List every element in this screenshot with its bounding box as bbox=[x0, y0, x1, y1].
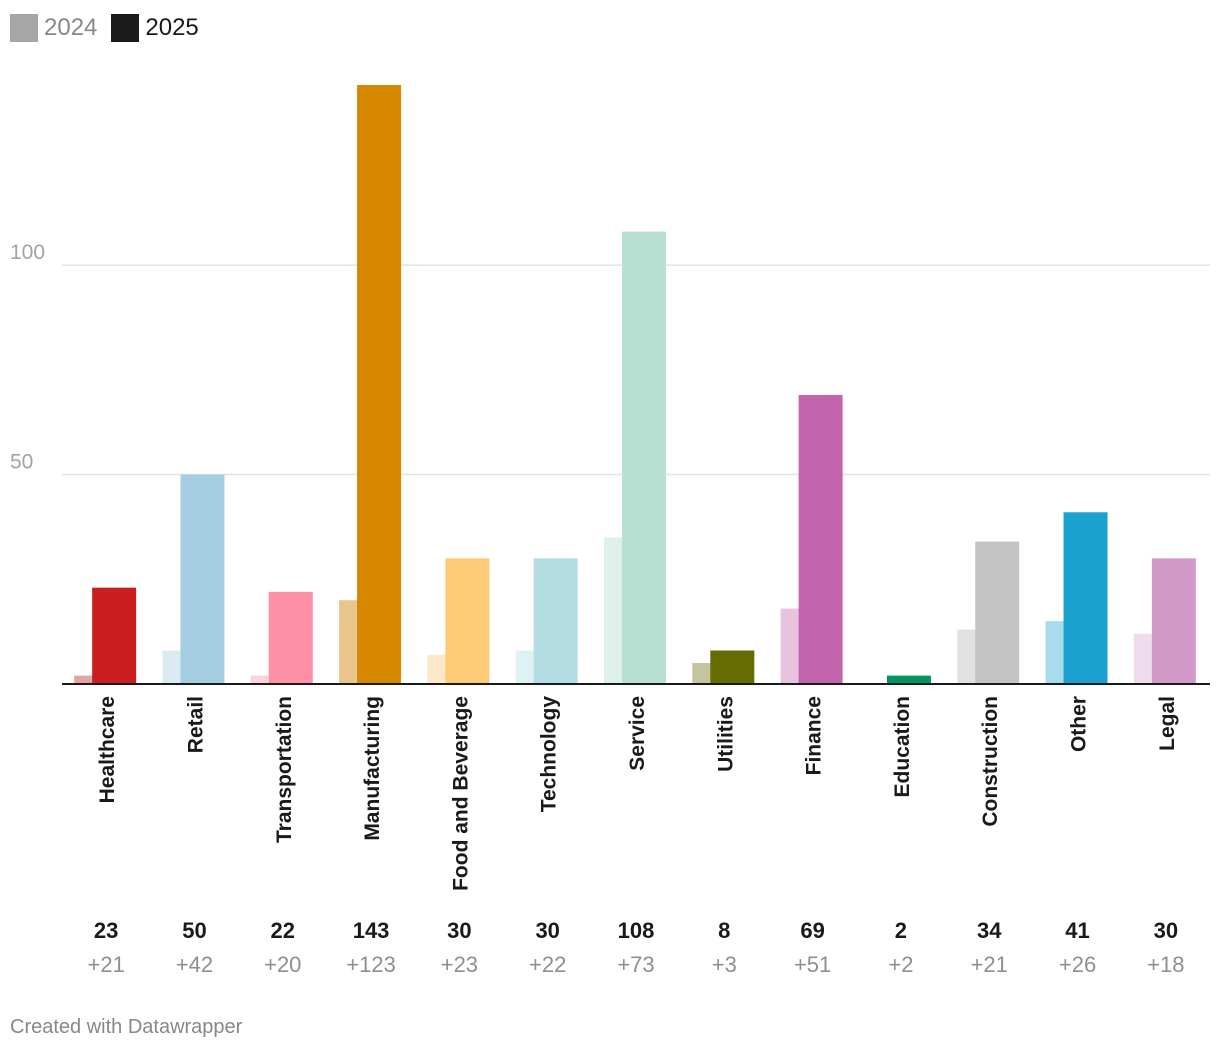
x-tick-label-retail: Retail bbox=[184, 696, 207, 753]
total-label-retail: 50 bbox=[182, 918, 206, 943]
legend-swatch-2024 bbox=[10, 14, 38, 42]
x-tick-label-utilities: Utilities bbox=[714, 696, 737, 772]
total-label-healthcare: 23 bbox=[94, 918, 118, 943]
legend-item-2024[interactable]: 2024 bbox=[10, 14, 97, 42]
bar-2025-legal bbox=[1151, 558, 1196, 684]
total-label-education: 2 bbox=[895, 918, 907, 943]
bar-2025-finance bbox=[798, 394, 843, 684]
x-tick-label-healthcare: Healthcare bbox=[96, 696, 119, 803]
change-label-legal: +18 bbox=[1147, 952, 1184, 977]
x-tick-label-legal: Legal bbox=[1156, 696, 1179, 751]
change-label-retail: +42 bbox=[176, 952, 213, 977]
legend-label-2025: 2025 bbox=[145, 14, 199, 41]
bar-2024-other bbox=[1045, 621, 1065, 684]
bar-2025-healthcare bbox=[92, 587, 137, 684]
x-tick-label-construction: Construction bbox=[979, 696, 1002, 827]
y-tick-label-100: 100 bbox=[10, 241, 45, 264]
x-tick-label-manufacturing: Manufacturing bbox=[361, 696, 384, 841]
footer-credit[interactable]: Created with Datawrapper bbox=[10, 1016, 243, 1038]
total-label-manufacturing: 143 bbox=[353, 918, 390, 943]
bar-2025-utilities bbox=[710, 650, 755, 684]
bar-2025-food-and-beverage bbox=[445, 558, 490, 684]
bar-2024-legal bbox=[1133, 633, 1153, 684]
bar-2024-food-and-beverage bbox=[427, 654, 447, 684]
change-label-service: +73 bbox=[617, 952, 654, 977]
bar-2024-manufacturing bbox=[339, 600, 359, 684]
change-label-finance: +51 bbox=[794, 952, 831, 977]
bar-2024-finance bbox=[780, 608, 800, 684]
y-tick-label-50: 50 bbox=[10, 451, 33, 474]
total-label-service: 108 bbox=[618, 918, 655, 943]
bar-2025-construction bbox=[975, 541, 1020, 684]
change-label-manufacturing: +123 bbox=[346, 952, 396, 977]
total-label-other: 41 bbox=[1065, 918, 1089, 943]
chart-legend: 2024 2025 bbox=[10, 12, 213, 44]
bar-2024-service bbox=[604, 537, 623, 684]
x-tick-label-transportation: Transportation bbox=[273, 696, 296, 843]
change-label-food-and-beverage: +23 bbox=[441, 952, 478, 977]
bar-2024-utilities bbox=[692, 663, 712, 684]
total-label-construction: 34 bbox=[977, 918, 1002, 943]
change-label-utilities: +3 bbox=[712, 952, 737, 977]
bar-2025-service bbox=[622, 231, 666, 684]
bar-2025-transportation bbox=[268, 591, 313, 684]
change-label-technology: +22 bbox=[529, 952, 566, 977]
bar-2025-manufacturing bbox=[357, 85, 402, 684]
total-label-transportation: 22 bbox=[271, 918, 295, 943]
change-label-education: +2 bbox=[888, 952, 913, 977]
change-label-construction: +21 bbox=[971, 952, 1008, 977]
x-tick-label-finance: Finance bbox=[803, 696, 826, 775]
bar-2025-other bbox=[1063, 512, 1108, 684]
bar-2025-technology bbox=[533, 558, 578, 684]
legend-label-2024: 2024 bbox=[44, 14, 98, 41]
change-label-healthcare: +21 bbox=[87, 952, 124, 977]
total-label-food-and-beverage: 30 bbox=[447, 918, 471, 943]
bar-2025-retail bbox=[180, 474, 225, 684]
legend-swatch-2025 bbox=[111, 14, 140, 42]
bar-2024-retail bbox=[162, 650, 182, 684]
change-label-transportation: +20 bbox=[264, 952, 301, 977]
x-tick-label-service: Service bbox=[626, 696, 649, 771]
bar-2024-technology bbox=[515, 650, 535, 684]
x-tick-label-technology: Technology bbox=[538, 696, 561, 813]
bar-2024-transportation bbox=[250, 675, 270, 684]
x-tick-label-education: Education bbox=[891, 696, 914, 798]
total-label-legal: 30 bbox=[1154, 918, 1178, 943]
bar-2025-education bbox=[886, 675, 931, 684]
total-label-finance: 69 bbox=[800, 918, 824, 943]
change-label-other: +26 bbox=[1059, 952, 1096, 977]
bar-2024-healthcare bbox=[74, 675, 94, 684]
total-label-technology: 30 bbox=[535, 918, 559, 943]
legend-item-2025[interactable]: 2025 bbox=[111, 14, 199, 42]
x-tick-label-food-and-beverage: Food and Beverage bbox=[449, 696, 472, 891]
x-tick-label-other: Other bbox=[1068, 696, 1091, 752]
bar-2024-construction bbox=[957, 629, 977, 684]
total-label-utilities: 8 bbox=[718, 918, 730, 943]
